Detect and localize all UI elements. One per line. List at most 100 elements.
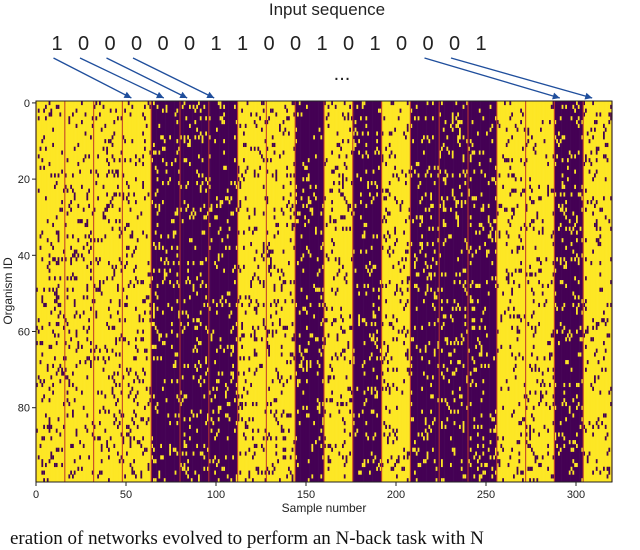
heatmap-cell	[442, 203, 445, 208]
heatmap-cell	[451, 371, 454, 376]
heatmap-column	[390, 101, 393, 482]
heatmap-cell	[174, 230, 177, 235]
heatmap-cell	[352, 142, 355, 148]
heatmap-cell	[109, 299, 112, 304]
x-tick-label: 100	[207, 489, 225, 501]
heatmap-column	[385, 101, 388, 482]
heatmap-cell	[126, 253, 129, 258]
heatmap-cell	[592, 211, 595, 216]
heatmap-cell	[97, 238, 100, 243]
heatmap-cell	[158, 150, 161, 155]
heatmap-cell	[531, 413, 534, 418]
heatmap-cell	[198, 360, 201, 365]
heatmap-cell	[383, 215, 386, 220]
heatmap-cell	[75, 386, 78, 391]
heatmap-cell	[608, 470, 611, 475]
heatmap-cell	[64, 257, 67, 262]
heatmap-cell	[266, 169, 269, 174]
heatmap-cell	[232, 455, 235, 460]
heatmap-cell	[394, 230, 397, 235]
heatmap-cell	[482, 470, 485, 475]
heatmap-cell	[37, 329, 40, 334]
heatmap-column	[410, 101, 413, 482]
heatmap-column	[577, 101, 580, 482]
heatmap-column	[523, 101, 526, 482]
heatmap-cell	[63, 249, 66, 254]
heatmap-cell	[405, 249, 408, 254]
heatmap-column	[185, 101, 188, 482]
heatmap-cell	[178, 181, 181, 186]
heatmap-cell	[261, 470, 264, 475]
heatmap-cell	[439, 154, 442, 159]
heatmap-cell	[531, 325, 534, 330]
heatmap-cell	[496, 120, 499, 125]
heatmap-cell	[477, 424, 480, 429]
heatmap-cell	[581, 417, 584, 422]
heatmap-cell	[72, 272, 75, 277]
heatmap-cell	[70, 200, 73, 205]
heatmap-cell	[437, 173, 440, 178]
heatmap-cell	[277, 375, 280, 380]
heatmap-cell	[358, 314, 361, 319]
heatmap-cell	[316, 405, 319, 410]
heatmap-cell	[81, 184, 84, 189]
heatmap-cell	[156, 295, 159, 300]
heatmap-cell	[171, 219, 174, 224]
heatmap-cell	[552, 101, 555, 106]
heatmap-cell	[482, 203, 485, 208]
heatmap-cell	[185, 394, 188, 399]
heatmap-cell	[576, 120, 579, 125]
heatmap-cell	[363, 462, 366, 468]
heatmap-cell	[122, 192, 125, 197]
heatmap-cell	[140, 211, 143, 216]
heatmap-cell	[446, 173, 449, 178]
heatmap-cell	[151, 436, 154, 441]
heatmap-cell	[369, 192, 372, 197]
heatmap-cell	[282, 196, 285, 201]
heatmap-cell	[522, 112, 525, 117]
heatmap-column	[75, 101, 78, 482]
heatmap-cell	[266, 146, 269, 151]
heatmap-cell	[37, 188, 40, 193]
heatmap-cell	[187, 321, 190, 327]
heatmap-cell	[273, 466, 276, 471]
heatmap-cell	[171, 245, 174, 250]
heatmap-cell	[230, 310, 233, 315]
heatmap-cell	[442, 142, 445, 148]
heatmap-column	[129, 101, 132, 482]
heatmap-cell	[333, 318, 336, 323]
heatmap-cell	[549, 341, 552, 346]
heatmap-cell	[77, 238, 80, 243]
heatmap-cell	[358, 291, 361, 296]
heatmap-cell	[255, 310, 258, 315]
heatmap-cell	[590, 261, 593, 266]
heatmap-cell	[93, 238, 96, 243]
heatmap-cell	[372, 333, 375, 338]
heatmap-cell	[532, 310, 535, 315]
heatmap-cell	[428, 165, 431, 170]
heatmap-cell	[217, 459, 220, 464]
heatmap-cell	[154, 230, 157, 235]
heatmap-cell	[343, 462, 346, 468]
heatmap-cell	[457, 302, 460, 308]
heatmap-cell	[340, 314, 343, 319]
heatmap-cell	[352, 249, 355, 254]
heatmap-cell	[426, 264, 429, 269]
heatmap-cell	[462, 169, 465, 174]
heatmap-cell	[457, 135, 460, 140]
heatmap-cell	[41, 158, 44, 163]
heatmap-cell	[486, 249, 489, 254]
heatmap-column	[419, 101, 422, 482]
heatmap-cell	[286, 325, 289, 330]
heatmap-cell	[52, 329, 55, 334]
heatmap-cell	[426, 455, 429, 460]
heatmap-column	[349, 101, 352, 482]
heatmap-cell	[306, 413, 309, 418]
heatmap-cell	[73, 196, 76, 201]
heatmap-cell	[45, 196, 48, 201]
heatmap-cell	[39, 245, 42, 250]
heatmap-cell	[117, 116, 120, 121]
heatmap-cell	[72, 173, 75, 178]
heatmap-cell	[214, 360, 217, 365]
heatmap-cell	[360, 215, 363, 220]
